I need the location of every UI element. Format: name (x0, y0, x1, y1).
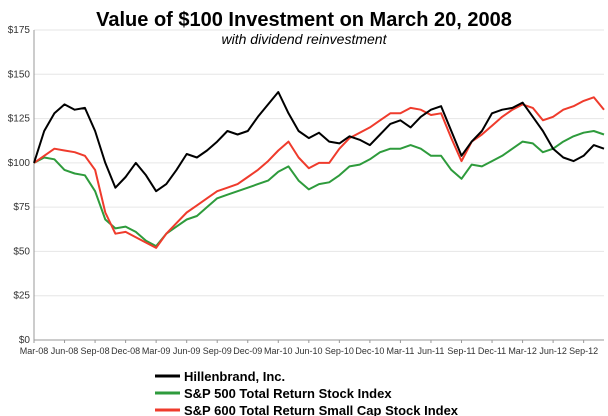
series-lines (33, 91, 605, 249)
y-tick-label: $100 (8, 158, 31, 169)
x-tick-label: Jun-12 (539, 346, 567, 356)
x-tick-label: Sep-11 (447, 346, 475, 356)
y-tick-label: $125 (8, 114, 31, 125)
y-tick-label: $50 (13, 246, 30, 257)
legend-label-hillenbrand: Hillenbrand, Inc. (184, 369, 285, 384)
x-axis-ticks: Mar-08 Jun-08 Sep-08 Dec-08 Mar-09 Jun-09 Sep-… (20, 340, 598, 356)
x-tick-label: Sep-10 (325, 346, 354, 356)
y-tick-label: $75 (13, 202, 30, 213)
legend-label-sp600: S&P 600 Total Return Small Cap Stock Ind… (184, 403, 459, 416)
x-tick-label: Jun-11 (418, 346, 445, 356)
x-tick-label: Sep-08 (81, 346, 110, 356)
chart-title: Value of $100 Investment on March 20, 20… (96, 9, 512, 31)
chart-subtitle: with dividend reinvestment (222, 31, 388, 47)
x-tick-label: Dec-09 (233, 346, 262, 356)
series-line-2 (33, 96, 605, 249)
x-tick-label: Mar-08 (20, 346, 49, 356)
x-tick-label: Dec-10 (355, 346, 384, 356)
x-tick-label: Mar-09 (142, 346, 171, 356)
x-tick-label: Mar-12 (508, 346, 537, 356)
x-tick-label: Dec-11 (478, 346, 506, 356)
legend: Hillenbrand, Inc. S&P 500 Total Return S… (155, 369, 459, 416)
series-line-1 (33, 130, 605, 248)
x-tick-label: Mar-11 (387, 346, 415, 356)
y-tick-label: $175 (8, 25, 31, 36)
x-tick-label: Sep-09 (203, 346, 232, 356)
y-tick-label: $25 (13, 291, 30, 302)
y-tick-label: $150 (8, 69, 31, 80)
x-tick-label: Jun-10 (295, 346, 323, 356)
x-tick-label: Dec-08 (111, 346, 140, 356)
series-line-0 (33, 91, 605, 193)
legend-label-sp500: S&P 500 Total Return Stock Index (184, 386, 392, 401)
x-tick-label: Sep-12 (569, 346, 598, 356)
x-tick-label: Jun-08 (51, 346, 79, 356)
x-tick-label: Mar-10 (264, 346, 293, 356)
y-tick-label: $0 (19, 335, 31, 346)
x-tick-label: Jun-09 (173, 346, 201, 356)
y-axis-ticks: $0 $25 $50 $75 $100 $125 $150 $175 (8, 25, 31, 346)
